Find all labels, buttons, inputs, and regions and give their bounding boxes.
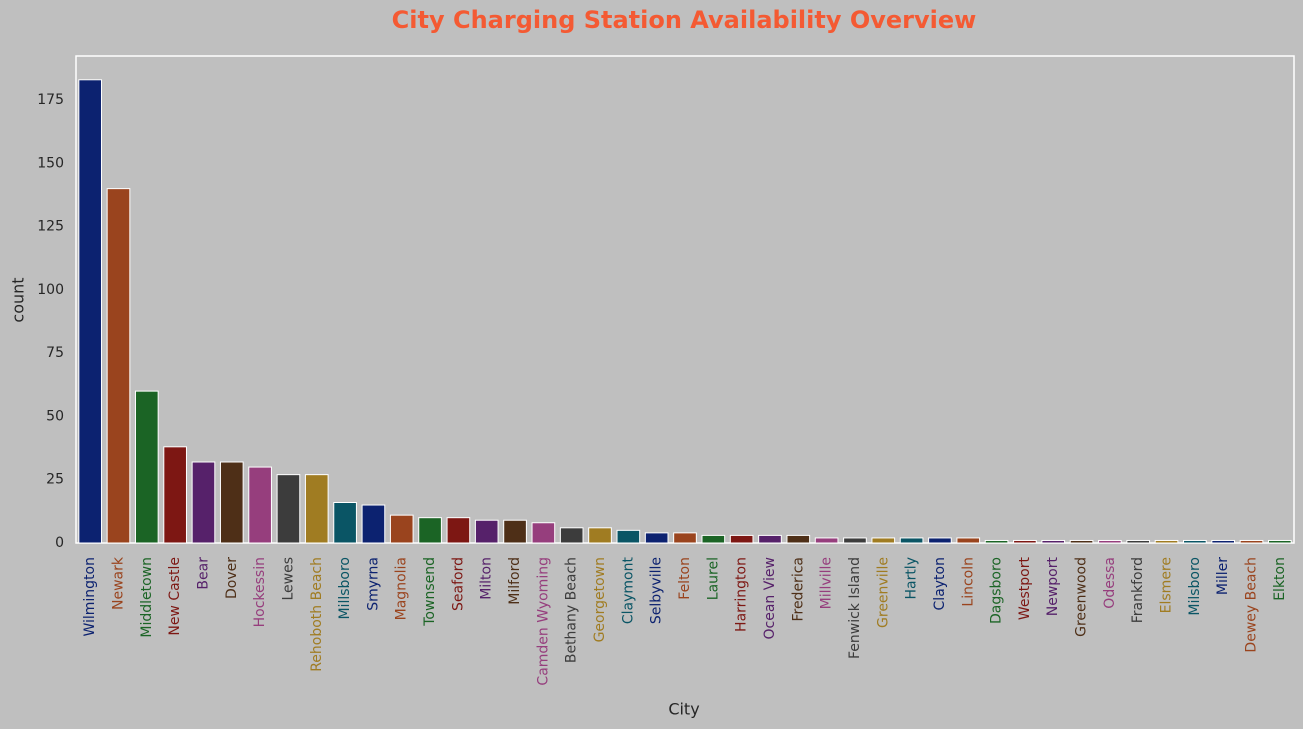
- x-tick-label: Greenwood: [1074, 557, 1090, 637]
- bar: [1126, 539, 1151, 544]
- x-tick-label: Middletown: [139, 557, 155, 638]
- x-tick-label: Millsboro: [337, 557, 353, 620]
- x-tick-label: Townsend: [422, 557, 438, 627]
- x-tick-label: Millville: [819, 557, 835, 609]
- y-tick-label: 100: [37, 282, 64, 298]
- bar: [1098, 539, 1122, 544]
- y-tick-label: 125: [37, 219, 64, 235]
- x-tick-label: Hockessin: [252, 557, 268, 627]
- bar: [843, 537, 867, 544]
- bar: [134, 390, 159, 544]
- bar: [333, 502, 357, 544]
- x-tick-label: Miller: [1215, 557, 1231, 595]
- x-tick-label: Felton: [677, 557, 693, 600]
- bar: [1069, 539, 1094, 544]
- bar: [616, 529, 641, 544]
- bar: [1013, 539, 1037, 544]
- bar: [871, 537, 896, 544]
- y-tick-label: 175: [37, 92, 64, 108]
- bar: [191, 461, 216, 544]
- bar: [644, 532, 669, 544]
- bar: [928, 537, 952, 544]
- bar: [1041, 539, 1066, 544]
- x-tick-label: Elsmere: [1159, 557, 1175, 613]
- bar: [786, 534, 811, 544]
- bar: [106, 188, 131, 544]
- x-tick-label: Frederica: [790, 557, 806, 622]
- bar: [673, 532, 697, 544]
- x-tick-label: Hartly: [904, 557, 920, 600]
- x-tick-label: Clayton: [932, 557, 948, 610]
- chart-title: City Charging Station Availability Overv…: [392, 6, 977, 34]
- x-tick-label: Rehoboth Beach: [309, 557, 325, 672]
- y-axis-label: count: [9, 277, 28, 322]
- bar: [984, 539, 1009, 544]
- bar: [418, 517, 442, 544]
- bar: [1239, 539, 1264, 544]
- x-tick-label: Magnolia: [394, 557, 410, 620]
- bar: [956, 537, 981, 544]
- x-tick-label: Bear: [195, 557, 211, 590]
- y-tick-label: 75: [46, 345, 64, 361]
- y-tick-label: 25: [46, 472, 64, 488]
- x-tick-label: Westport: [1017, 556, 1033, 620]
- bar: [503, 519, 527, 544]
- bar: [163, 446, 187, 544]
- y-tick-label: 50: [46, 408, 64, 424]
- bar: [729, 534, 754, 544]
- x-tick-label: Bethany Beach: [564, 557, 580, 663]
- x-tick-label: Laurel: [705, 557, 721, 600]
- y-tick-label: 0: [55, 535, 64, 551]
- x-tick-label: Camden Wyoming: [535, 557, 551, 686]
- bar: [389, 514, 414, 544]
- x-tick-label: Claymont: [620, 557, 636, 625]
- x-tick-label: Dewey Beach: [1244, 557, 1260, 653]
- x-tick-label: Milford: [507, 557, 523, 605]
- x-tick-label: Odessa: [1102, 557, 1118, 609]
- bar: [1183, 539, 1207, 544]
- x-tick-label: Ocean View: [762, 557, 778, 639]
- bar: [78, 79, 102, 544]
- bar: [219, 461, 244, 544]
- x-tick-label: Dover: [224, 557, 240, 599]
- x-tick-label: Greenville: [875, 557, 891, 628]
- x-tick-label: Georgetown: [592, 557, 608, 642]
- x-tick-label: Selbyville: [649, 557, 665, 624]
- x-tick-label: Wilmington: [82, 557, 98, 637]
- x-tick-label: Milton: [479, 557, 495, 600]
- x-tick-label: Frankford: [1130, 557, 1146, 623]
- bar: [304, 474, 329, 544]
- bar: [248, 466, 272, 544]
- bar: [361, 504, 386, 544]
- bar: [559, 527, 584, 544]
- x-tick-label: Elkton: [1272, 557, 1288, 601]
- bar: [701, 534, 726, 544]
- x-tick-label: Newport: [1045, 556, 1061, 616]
- y-tick-label: 150: [37, 155, 64, 171]
- x-tick-label: Fenwick Island: [847, 557, 863, 659]
- x-tick-label: New Castle: [167, 557, 183, 636]
- x-tick-label: Newark: [110, 556, 126, 610]
- bar: [531, 522, 556, 544]
- bar: [1268, 539, 1292, 544]
- bar: [1211, 539, 1236, 544]
- bar: [814, 537, 839, 544]
- x-tick-label: Harrington: [734, 557, 750, 632]
- x-tick-label: Lincoln: [960, 557, 976, 607]
- bar: [758, 534, 782, 544]
- x-tick-label: Milsboro: [1187, 557, 1203, 616]
- bar: [446, 517, 471, 544]
- x-tick-label: Lewes: [280, 557, 296, 601]
- x-tick-label: Seaford: [450, 557, 466, 611]
- bar: [474, 519, 499, 544]
- bar: [899, 537, 924, 544]
- x-tick-label: Smyrna: [365, 557, 381, 611]
- bar: [276, 474, 301, 544]
- x-axis-label: City: [668, 700, 699, 719]
- x-tick-label: Dagsboro: [989, 557, 1005, 624]
- bar: [588, 527, 612, 544]
- bar: [1154, 539, 1179, 544]
